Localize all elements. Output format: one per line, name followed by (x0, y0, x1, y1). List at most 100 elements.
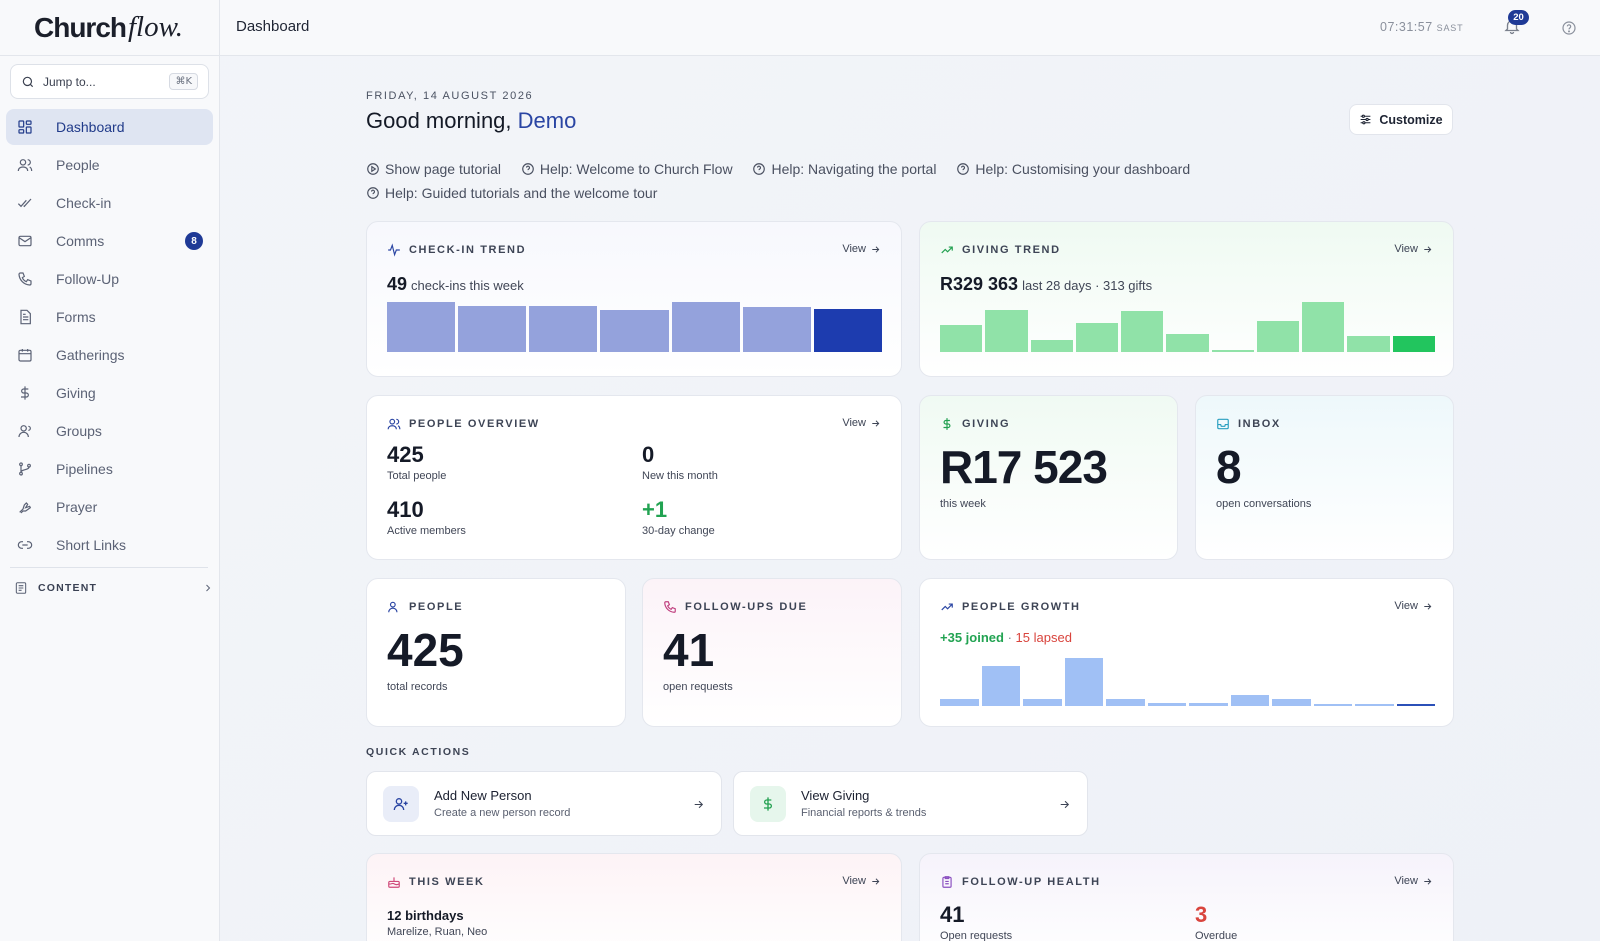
arrow-right-icon (872, 419, 880, 427)
view-giving-action[interactable]: View Giving Financial reports & trends (733, 771, 1088, 836)
chart-bar (981, 666, 1020, 706)
sidebar-item-people[interactable]: People (6, 147, 213, 183)
mail-icon (16, 232, 34, 250)
play-circle-icon (367, 163, 379, 175)
help-tutorials-link[interactable]: Help: Guided tutorials and the welcome t… (366, 185, 657, 201)
clock: 07:31:57 SAST (1380, 20, 1463, 34)
greeting: Good morning, Demo (366, 108, 576, 134)
birthdays-count: 12 birthdays (387, 908, 464, 923)
arrow-right-icon (1060, 800, 1070, 809)
giving-caption: last 28 days · 313 gifts (1022, 278, 1153, 293)
stat-value: 425 (387, 442, 424, 467)
sidebar-section-content[interactable]: CONTENT (14, 578, 214, 598)
followups-caption: open requests (663, 681, 733, 693)
view-label: View (842, 243, 866, 255)
sidebar-item-forms[interactable]: Forms (6, 299, 213, 335)
sidebar-item-comms[interactable]: Comms 8 (6, 223, 213, 259)
top-bar: Dashboard 07:31:57 SAST 20 (220, 0, 1600, 56)
view-link[interactable]: View (1394, 875, 1433, 887)
sidebar-item-follow-up[interactable]: Follow-Up (6, 261, 213, 297)
growth-summary: +35 joined · 15 lapsed (940, 630, 1072, 645)
sidebar-nav: Dashboard People Check-in Comms 8 Follow… (6, 109, 213, 565)
sidebar-item-dashboard[interactable]: Dashboard (6, 109, 213, 145)
arrow-right-icon (872, 245, 880, 253)
stat-overdue: 3 Overdue (1195, 902, 1237, 941)
chart-bar (1147, 703, 1186, 706)
chart-bar (1166, 334, 1209, 352)
sidebar-item-check-in[interactable]: Check-in (6, 185, 213, 221)
action-title: Add New Person (434, 788, 532, 803)
people-overview-card: PEOPLE OVERVIEW View 425 Total people 0 Ne… (366, 395, 902, 560)
help-circle-icon (957, 163, 970, 175)
chart-bar (813, 309, 882, 352)
add-new-person-action[interactable]: Add New Person Create a new person recor… (366, 771, 722, 836)
jump-to-search[interactable]: Jump to... ⌘K (10, 64, 209, 99)
page-title: Dashboard (236, 18, 310, 35)
chevron-right-icon (206, 584, 211, 592)
sidebar-item-label: Pipelines (56, 461, 113, 477)
trending-up-icon (941, 246, 953, 254)
help-welcome-link[interactable]: Help: Welcome to Church Flow (521, 161, 733, 177)
view-link[interactable]: View (1394, 600, 1433, 612)
card-title: GIVING TREND (962, 244, 1061, 256)
shortcut-hint: ⌘K (169, 73, 198, 90)
sidebar-item-gatherings[interactable]: Gatherings (6, 337, 213, 373)
action-title: View Giving (801, 788, 870, 803)
lapsed-count: 15 lapsed (1015, 630, 1072, 645)
view-link[interactable]: View (842, 243, 881, 255)
card-header: FOLLOW-UP HEALTH (940, 875, 1101, 889)
birthday-names: Marelize, Ruan, Neo (387, 926, 488, 938)
view-link[interactable]: View (842, 875, 881, 887)
help-circle-icon[interactable] (1561, 20, 1577, 36)
inbox-card: INBOX 8 open conversations (1195, 395, 1454, 560)
show-tutorial-link[interactable]: Show page tutorial (366, 161, 501, 177)
person-icon (388, 601, 398, 613)
sidebar-item-pipelines[interactable]: Pipelines (6, 451, 213, 487)
sidebar-item-short-links[interactable]: Short Links (6, 527, 213, 563)
stat-new-this-month: 0 New this month (642, 442, 718, 482)
document-icon (16, 308, 34, 326)
chart-bar (1211, 349, 1254, 352)
clock-timezone: SAST (1436, 23, 1464, 33)
chart-bar (1075, 322, 1119, 352)
group-icon (16, 422, 34, 440)
checkin-bar-chart (387, 302, 882, 352)
card-header: GIVING TREND (940, 243, 1061, 257)
help-navigating-link[interactable]: Help: Navigating the portal (752, 161, 936, 177)
sidebar-item-groups[interactable]: Groups (6, 413, 213, 449)
sidebar-item-label: People (56, 157, 100, 173)
calendar-icon (16, 346, 34, 364)
activity-icon (388, 243, 400, 257)
help-customising-link[interactable]: Help: Customising your dashboard (956, 161, 1190, 177)
arrow-right-icon (872, 877, 880, 885)
stat-value: 3 (1195, 902, 1208, 927)
growth-bar-chart (940, 658, 1435, 706)
sidebar-item-prayer[interactable]: Prayer (6, 489, 213, 525)
card-title: PEOPLE OVERVIEW (409, 418, 540, 430)
card-header: PEOPLE OVERVIEW (387, 417, 540, 431)
stat-value: 41 (940, 902, 965, 927)
checkin-summary: 49 check-ins this week (387, 274, 524, 295)
chart-bar (1189, 703, 1228, 706)
quick-actions-title: QUICK ACTIONS (366, 746, 471, 758)
chart-bar (1302, 302, 1345, 352)
stat-30-day-change: +1 30-day change (642, 497, 715, 537)
view-link[interactable]: View (1394, 243, 1433, 255)
customize-button[interactable]: Customize (1349, 104, 1453, 135)
chart-bar (600, 310, 669, 352)
sidebar-item-giving[interactable]: Giving (6, 375, 213, 411)
newspaper-icon (15, 582, 27, 594)
current-date: FRIDAY, 14 AUGUST 2026 (366, 90, 534, 102)
view-link[interactable]: View (842, 417, 881, 429)
help-link-label: Help: Guided tutorials and the welcome t… (385, 185, 658, 201)
logo-text-church: Church (34, 11, 127, 43)
grid-icon (16, 118, 34, 136)
branch-icon (16, 460, 34, 478)
chart-bar (1230, 695, 1269, 706)
sidebar-item-label: Giving (56, 385, 96, 401)
card-header: FOLLOW-UPS DUE (663, 600, 807, 614)
logo[interactable]: Church flow. (0, 0, 219, 56)
giving-summary: R329 363 last 28 days · 313 gifts (940, 274, 1152, 295)
card-title: PEOPLE (409, 601, 464, 613)
sidebar-item-label: Forms (56, 309, 96, 325)
